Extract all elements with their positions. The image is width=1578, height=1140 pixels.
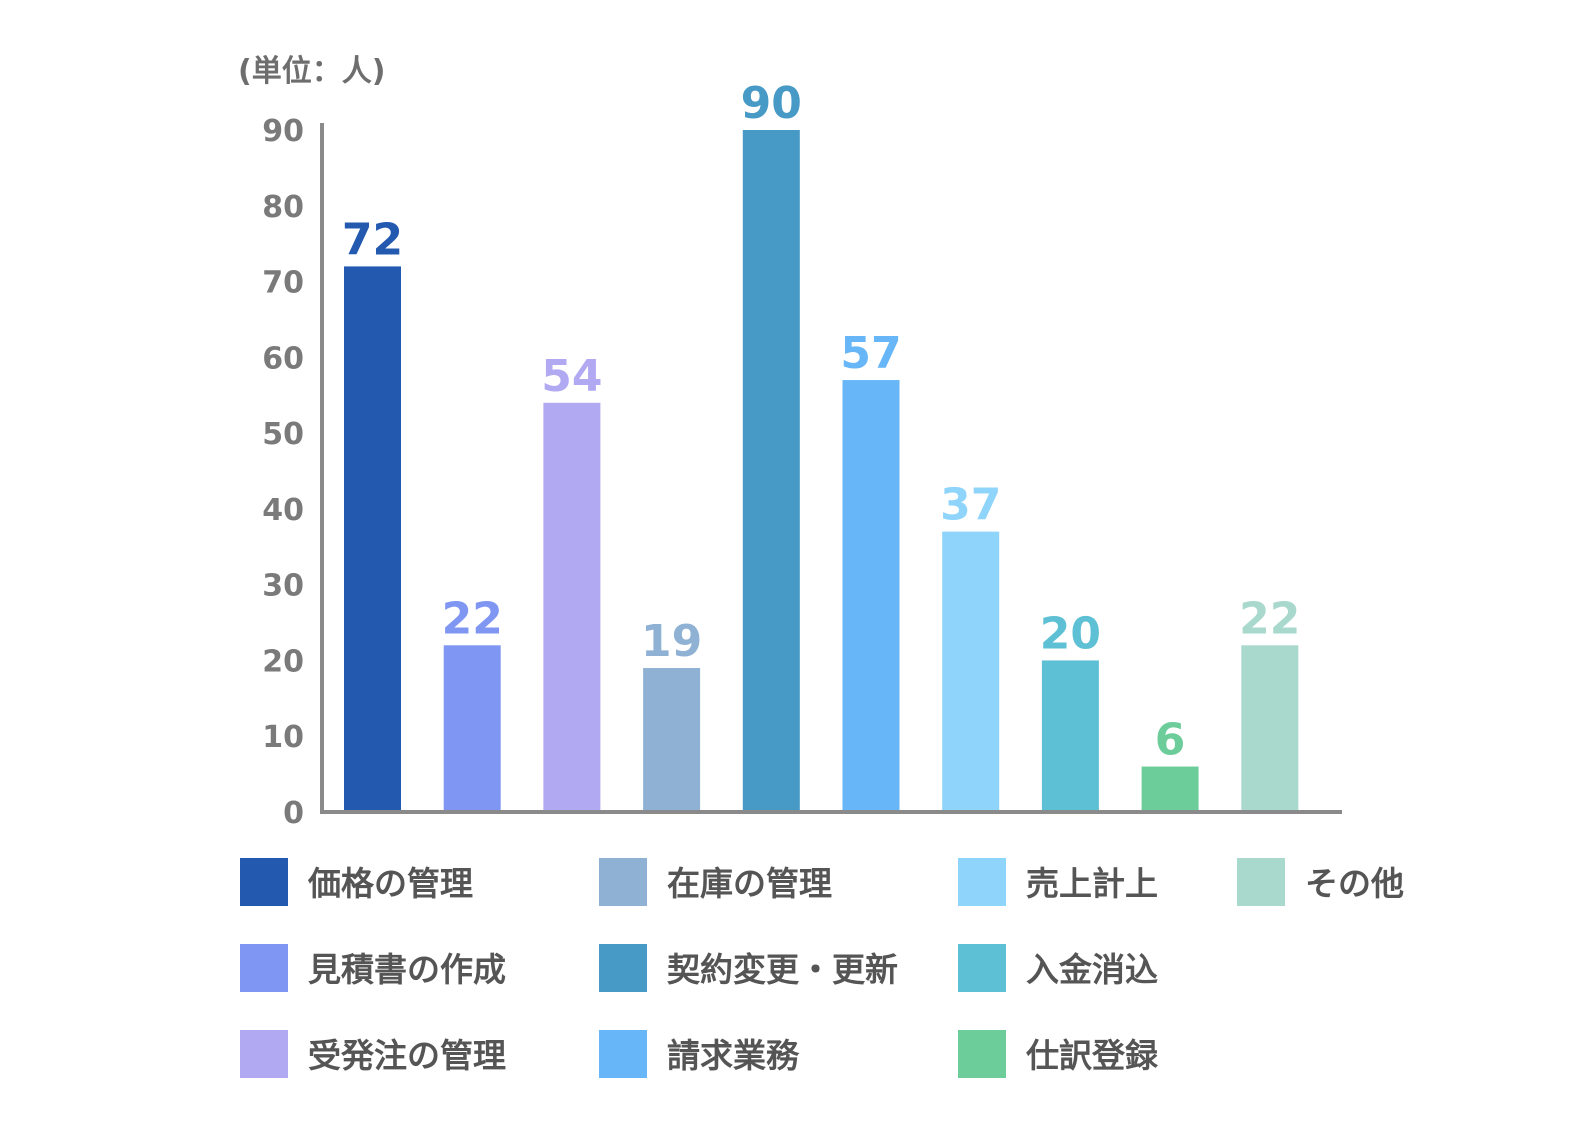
data-label: 22	[442, 593, 503, 644]
legend-swatch	[240, 858, 288, 906]
bar	[1241, 645, 1299, 810]
y-tick-label: 80	[262, 190, 304, 225]
bar	[643, 668, 701, 810]
legend-swatch	[599, 944, 647, 992]
data-label: 57	[840, 328, 901, 379]
value-labels: 72 22 54 19 90 57 37 20 6 22	[342, 78, 1301, 766]
legend-label: 受発注の管理	[308, 1036, 506, 1075]
legend-swatch	[599, 1030, 647, 1078]
legend-swatch	[240, 1030, 288, 1078]
data-label: 22	[1239, 593, 1300, 644]
data-label: 90	[741, 78, 802, 129]
data-label: 6	[1155, 715, 1186, 766]
bar	[742, 130, 800, 810]
legend-label: 入金消込	[1026, 950, 1158, 989]
y-tick-label: 50	[262, 417, 304, 452]
legend-swatch	[1237, 858, 1285, 906]
legend-label: 仕訳登録	[1026, 1036, 1159, 1075]
y-tick-label: 90	[262, 114, 304, 149]
bar	[344, 266, 401, 810]
y-tick-label: 20	[262, 644, 304, 679]
legend-label: 在庫の管理	[667, 864, 832, 903]
legend-label: 請求業務	[667, 1036, 800, 1075]
y-tick-label: 0	[283, 796, 304, 831]
y-tick-label: 40	[262, 493, 304, 528]
y-tick-label: 10	[262, 720, 304, 755]
y-tick-label: 30	[262, 569, 304, 604]
legend-swatch	[599, 858, 647, 906]
legend-label: 見積書の作成	[308, 950, 506, 989]
bar	[842, 380, 900, 810]
legend-label: その他	[1305, 864, 1404, 903]
unit-label: (単位：人)	[238, 54, 385, 89]
data-label: 72	[342, 214, 403, 265]
legend-swatch	[958, 944, 1006, 992]
legend-swatch	[240, 944, 288, 992]
bars	[344, 130, 1299, 810]
y-tick-label: 70	[262, 266, 304, 301]
bar	[1141, 766, 1199, 810]
legend-label: 契約変更・更新	[667, 950, 898, 989]
legend-label: 売上計上	[1026, 864, 1158, 903]
bar	[942, 531, 1000, 810]
y-tick-label: 60	[262, 341, 304, 376]
data-label: 37	[940, 480, 1001, 531]
data-label: 20	[1040, 608, 1101, 659]
data-label: 19	[641, 616, 702, 667]
data-label: 54	[541, 351, 602, 402]
legend-swatch	[958, 1030, 1006, 1078]
legend-swatch	[958, 858, 1006, 906]
bar	[543, 402, 601, 810]
bar	[443, 645, 501, 810]
y-axis-ticks: 0 10 20 30 40 50 60 70 80 90	[262, 114, 304, 831]
legend-label: 価格の管理	[307, 864, 473, 903]
bar	[1041, 660, 1099, 810]
